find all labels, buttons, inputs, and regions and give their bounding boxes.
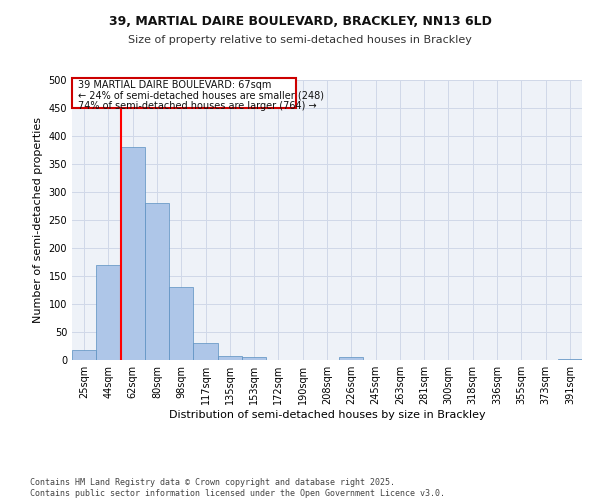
Bar	[169, 287, 193, 360]
Bar	[145, 203, 169, 360]
Text: Size of property relative to semi-detached houses in Brackley: Size of property relative to semi-detach…	[128, 35, 472, 45]
Text: 39 MARTIAL DAIRE BOULEVARD: 67sqm: 39 MARTIAL DAIRE BOULEVARD: 67sqm	[78, 80, 271, 90]
Text: 74% of semi-detached houses are larger (764) →: 74% of semi-detached houses are larger (…	[78, 100, 317, 110]
Bar	[339, 357, 364, 360]
X-axis label: Distribution of semi-detached houses by size in Brackley: Distribution of semi-detached houses by …	[169, 410, 485, 420]
Bar	[72, 350, 96, 360]
Y-axis label: Number of semi-detached properties: Number of semi-detached properties	[33, 117, 43, 323]
Bar	[121, 147, 145, 360]
Bar	[96, 265, 121, 360]
Text: Contains HM Land Registry data © Crown copyright and database right 2025.
Contai: Contains HM Land Registry data © Crown c…	[30, 478, 445, 498]
Bar	[218, 356, 242, 360]
Bar	[193, 343, 218, 360]
Bar	[242, 357, 266, 360]
Text: ← 24% of semi-detached houses are smaller (248): ← 24% of semi-detached houses are smalle…	[78, 91, 324, 101]
Text: 39, MARTIAL DAIRE BOULEVARD, BRACKLEY, NN13 6LD: 39, MARTIAL DAIRE BOULEVARD, BRACKLEY, N…	[109, 15, 491, 28]
